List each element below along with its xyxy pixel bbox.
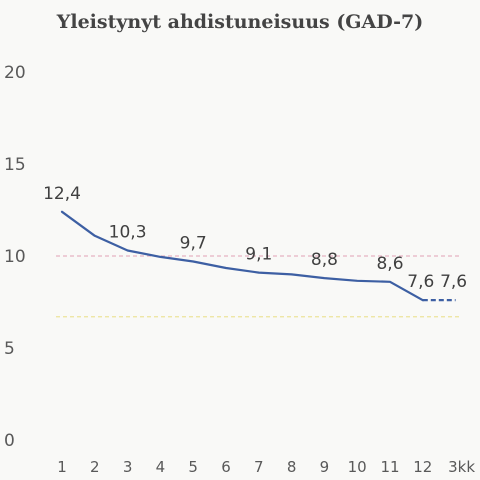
data-label: 12,4: [43, 184, 81, 204]
x-tick-label: 5: [188, 458, 198, 476]
data-label: 9,1: [245, 245, 272, 265]
y-tick-label: 0: [4, 431, 15, 451]
y-axis-ticks: 0 5 10 15 20: [4, 63, 26, 451]
x-tick-label: 2: [90, 458, 100, 476]
x-tick-label: 3: [123, 458, 133, 476]
y-tick-label: 15: [4, 155, 26, 175]
x-tick-label: 6: [221, 458, 231, 476]
x-tick-label: 8: [287, 458, 297, 476]
x-tick-label: 3kk: [448, 458, 475, 476]
data-label: 8,6: [376, 254, 403, 274]
x-tick-label: 9: [320, 458, 330, 476]
chart-title: Yleistynyt ahdistuneisuus (GAD-7): [56, 11, 423, 33]
series-line: [60, 210, 424, 302]
x-tick-label: 1: [57, 458, 67, 476]
y-tick-label: 10: [4, 247, 26, 267]
x-tick-label: 11: [380, 458, 399, 476]
x-tick-label: 4: [156, 458, 166, 476]
data-label: 8,8: [311, 250, 338, 270]
y-tick-label: 20: [4, 63, 26, 83]
x-tick-label: 10: [348, 458, 367, 476]
data-label: 9,7: [180, 234, 207, 254]
data-labels: 12,410,39,79,1 8,8 8,67,6 7,6: [43, 184, 467, 292]
y-tick-label: 5: [4, 339, 15, 359]
x-axis-ticks: 1 2 3 4 5 6 7 8 9 10 11 12 3kk: [57, 458, 475, 476]
series-lines: [60, 210, 456, 302]
data-label: 7,6: [407, 272, 434, 292]
data-label: 7,6: [440, 272, 467, 292]
x-tick-label: 12: [413, 458, 432, 476]
reference-lines: [56, 255, 460, 318]
data-label: 10,3: [109, 222, 147, 242]
x-tick-label: 7: [254, 458, 264, 476]
